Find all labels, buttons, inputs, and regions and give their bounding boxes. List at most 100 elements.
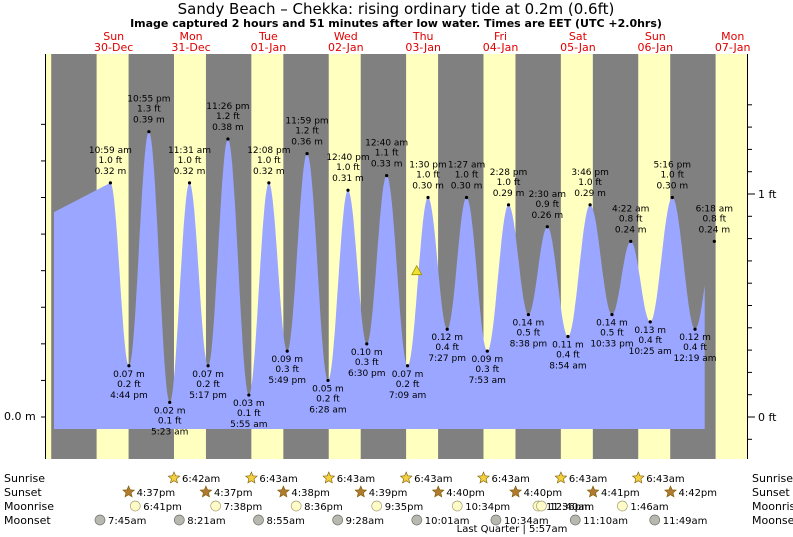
sunset-time: 4:38pm bbox=[291, 488, 330, 499]
high-tide-ft: 1.3 ft bbox=[137, 105, 161, 115]
low-tide-m: 0.10 m bbox=[351, 348, 383, 358]
chart-subtitle: Image captured 2 hours and 51 minutes af… bbox=[130, 17, 662, 30]
extreme-dot bbox=[426, 195, 430, 200]
low-tide-m: 0.05 m bbox=[312, 384, 344, 394]
sunrise-time: 6:43am bbox=[646, 474, 684, 485]
sunset-star-icon bbox=[509, 485, 523, 498]
high-tide-ft: 1.0 ft bbox=[455, 171, 479, 181]
low-tide-time: 7:09 am bbox=[389, 391, 426, 401]
moonrise-row-label-right: Moonrise bbox=[752, 500, 793, 513]
low-tide-m: 0.12 m bbox=[431, 333, 463, 343]
day-label-dow: Mon bbox=[179, 30, 202, 43]
high-tide-m: 0.30 m bbox=[656, 182, 688, 192]
moonset-time: 10:34am bbox=[504, 516, 549, 527]
day-label-date: 07-Jan bbox=[715, 41, 751, 54]
high-tide-time: 12:08 pm bbox=[247, 146, 290, 156]
sunset-row-label-right: Sunset bbox=[752, 486, 790, 499]
high-tide-ft: 1.0 ft bbox=[99, 156, 123, 166]
high-tide-m: 0.30 m bbox=[412, 182, 444, 192]
moonset-row-label-right: Moonset bbox=[752, 514, 793, 527]
sunset-star-icon bbox=[199, 485, 213, 498]
sunrise-star-icon bbox=[244, 471, 258, 484]
high-tide-m: 0.38 m bbox=[212, 123, 244, 133]
extreme-dot bbox=[285, 349, 289, 353]
low-tide-time: 8:54 am bbox=[549, 362, 586, 372]
day-label-date: 30-Dec bbox=[94, 41, 133, 54]
high-tide-ft: 1.0 ft bbox=[257, 156, 281, 166]
axes: 0.0 m 0 ft 1 ft bbox=[4, 54, 777, 459]
astronomy-rows: Sunrise Sunrise 6:42am 6:43am 6:43am 6:43am 6:… bbox=[4, 471, 793, 527]
moonset-icon bbox=[649, 514, 661, 526]
extreme-dot bbox=[670, 195, 674, 200]
low-tide-time: 5:49 pm bbox=[268, 376, 306, 386]
moonrise-icon bbox=[129, 500, 141, 512]
sunrise-star-icon bbox=[322, 471, 336, 484]
moonrise-icon bbox=[616, 500, 628, 512]
extreme-dot bbox=[108, 181, 112, 185]
low-tide-ft: 0.2 ft bbox=[196, 380, 220, 390]
extreme-dot bbox=[485, 349, 489, 353]
high-tide-ft: 1.0 ft bbox=[336, 163, 360, 173]
high-tide-m: 0.39 m bbox=[133, 116, 165, 126]
sunset-time: 4:40pm bbox=[524, 488, 563, 499]
extreme-dot bbox=[385, 173, 389, 178]
moonrise-time: 12:40am bbox=[549, 502, 594, 513]
moonset-icon bbox=[411, 514, 423, 526]
low-tide-m: 0.07 m bbox=[392, 370, 424, 380]
moonrise-time: 11:36pm bbox=[546, 502, 591, 513]
low-tide-ft: 0.4 ft bbox=[683, 343, 707, 353]
day-label-dow: Thu bbox=[412, 30, 434, 43]
extreme-dot bbox=[226, 137, 230, 141]
low-tide-time: 12:19 am bbox=[673, 354, 716, 364]
low-tide-time: 6:28 am bbox=[309, 405, 346, 415]
low-tide-ft: 0.3 ft bbox=[475, 365, 499, 375]
high-tide-ft: 1.2 ft bbox=[295, 127, 319, 137]
day-label-dow: Sun bbox=[103, 30, 124, 43]
low-tide-ft: 0.2 ft bbox=[316, 394, 340, 404]
high-tide-m: 0.29 m bbox=[574, 189, 606, 199]
current-tide-marker bbox=[411, 264, 423, 276]
extreme-dot bbox=[712, 239, 716, 244]
low-tide-ft: 0.5 ft bbox=[600, 329, 624, 339]
extreme-dot bbox=[445, 327, 449, 331]
sunset-star-icon bbox=[122, 485, 136, 498]
sunrise-star-icon bbox=[399, 471, 413, 484]
low-tide-m: 0.07 m bbox=[113, 370, 145, 380]
moonrise-time: 6:41pm bbox=[143, 502, 182, 513]
high-tide-m: 0.32 m bbox=[174, 167, 206, 177]
moonset-icon bbox=[173, 514, 185, 526]
high-tide-m: 0.30 m bbox=[451, 182, 483, 192]
low-tide-time: 6:30 pm bbox=[348, 369, 386, 379]
sunrise-row-label-right: Sunrise bbox=[752, 472, 793, 485]
high-tide-m: 0.32 m bbox=[253, 167, 285, 177]
extreme-dot bbox=[693, 327, 697, 331]
low-tide-ft: 0.5 ft bbox=[517, 329, 541, 339]
extreme-dot bbox=[526, 312, 530, 317]
chart-title: Sandy Beach – Chekka: rising ordinary ti… bbox=[178, 0, 615, 18]
high-tide-ft: 1.0 ft bbox=[416, 171, 440, 181]
day-label-dow: Sat bbox=[569, 30, 588, 43]
moonset-time: 7:45am bbox=[108, 516, 146, 527]
sunrise-row-label-left: Sunrise bbox=[4, 472, 45, 485]
extreme-dot bbox=[187, 181, 192, 185]
high-tide-time: 10:59 am bbox=[89, 146, 132, 156]
low-tide-ft: 0.3 ft bbox=[275, 365, 299, 375]
high-tide-ft: 0.8 ft bbox=[619, 214, 643, 224]
moonset-time: 10:01am bbox=[425, 516, 470, 527]
high-tide-time: 5:16 pm bbox=[654, 161, 692, 171]
moonrise-icon bbox=[536, 500, 547, 512]
extreme-dot bbox=[305, 152, 309, 156]
extreme-dot bbox=[127, 364, 131, 368]
low-tide-m: 0.14 m bbox=[596, 319, 628, 329]
moonrise-row-label-left: Moonrise bbox=[4, 500, 54, 513]
low-tide-m: 0.14 m bbox=[513, 319, 545, 329]
low-tide-time: 10:25 am bbox=[629, 347, 672, 357]
low-tide-ft: 0.2 ft bbox=[117, 380, 141, 390]
tide-extremes: 10:59 am1.0 ft0.32 m0.07 m0.2 ft4:44 pm1… bbox=[89, 95, 733, 438]
extreme-dot bbox=[365, 342, 369, 346]
extreme-dot bbox=[247, 393, 251, 397]
moonset-icon bbox=[94, 514, 106, 526]
low-tide-time: 7:53 am bbox=[469, 376, 506, 386]
sunrise-time: 6:43am bbox=[492, 474, 530, 485]
